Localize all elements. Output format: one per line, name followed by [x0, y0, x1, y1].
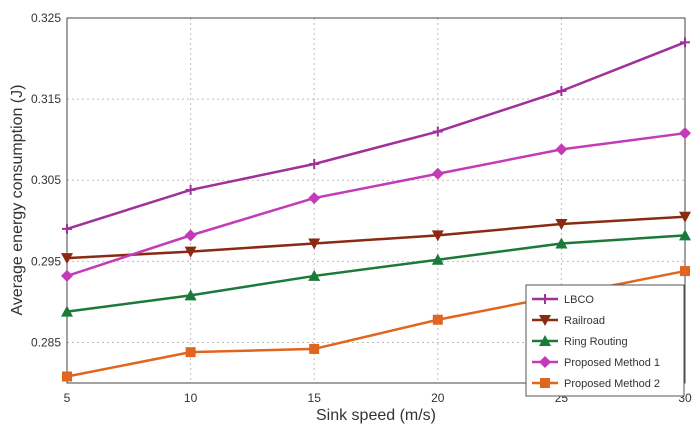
data-point-proposed-method-2 — [185, 347, 196, 358]
data-point-proposed-method-2 — [62, 371, 72, 382]
data-point-lbco — [432, 126, 443, 137]
x-tick-label: 10 — [184, 391, 198, 405]
data-point-proposed-method-1 — [555, 143, 568, 156]
legend-label-ring-routing: Ring Routing — [564, 336, 628, 348]
data-point-proposed-method-1 — [679, 127, 691, 140]
series-lbco — [62, 37, 690, 234]
data-point-proposed-method-2 — [432, 314, 443, 325]
y-tick-label: 0.305 — [31, 173, 61, 187]
data-point-lbco — [309, 159, 320, 169]
data-point-ring-routing — [61, 305, 73, 317]
y-axis-ticks: 0.285 0.295 0.305 0.315 0.325 — [31, 11, 61, 349]
y-tick-label: 0.325 — [31, 11, 61, 25]
x-axis-label: Sink speed (m/s) — [316, 407, 436, 424]
data-point-proposed-method-1 — [61, 269, 73, 282]
data-point-ring-routing — [184, 289, 197, 301]
data-point-proposed-method-2 — [680, 266, 690, 277]
legend-label-proposed-method-2: Proposed Method 2 — [564, 378, 660, 390]
data-point-railroad — [555, 219, 568, 231]
legend-marker-ring-routing — [539, 335, 551, 346]
series-line-railroad — [66, 215, 686, 260]
data-point-ring-routing — [555, 237, 568, 249]
data-point-proposed-method-1 — [431, 167, 444, 180]
y-tick-label: 0.315 — [31, 92, 61, 106]
x-tick-label: 5 — [64, 391, 71, 405]
data-point-proposed-method-1 — [184, 229, 197, 242]
legend-label-proposed-method-1: Proposed Method 1 — [564, 357, 660, 369]
y-axis-label: Average energy consumption (J) — [9, 85, 26, 316]
legend-label-lbco: LBCO — [564, 294, 594, 306]
legend-marker-lbco — [540, 294, 550, 304]
data-point-lbco — [62, 223, 72, 234]
legend: LBCO Railroad Ring Routing Proposed Method … — [525, 284, 685, 397]
series-railroad — [61, 211, 691, 265]
data-point-railroad — [61, 253, 73, 265]
x-tick-label: 15 — [308, 391, 322, 405]
y-tick-label: 0.295 — [31, 254, 61, 268]
plot-frame — [66, 17, 686, 384]
series-ring-routing — [61, 229, 691, 317]
data-point-railroad — [184, 246, 197, 258]
data-point-ring-routing — [431, 253, 444, 265]
y-tick-label: 0.285 — [31, 335, 61, 349]
data-point-ring-routing — [308, 269, 321, 281]
data-point-lbco — [556, 86, 567, 96]
data-point-proposed-method-1 — [308, 192, 321, 205]
legend-marker-proposed-method-1 — [539, 356, 551, 368]
series-line-proposed-method-1 — [66, 131, 686, 278]
data-point-railroad — [431, 230, 444, 242]
legend-marker-railroad — [539, 315, 551, 326]
data-point-lbco — [185, 184, 196, 195]
data-point-proposed-method-2 — [309, 343, 320, 354]
data-point-ring-routing — [679, 229, 691, 241]
series-proposed-method-1 — [61, 127, 691, 282]
series-line-lbco — [66, 41, 686, 231]
legend-label-railroad: Railroad — [564, 315, 605, 327]
series-line-ring-routing — [66, 234, 686, 313]
x-tick-label: 20 — [431, 391, 445, 405]
legend-marker-proposed-method-2 — [540, 378, 550, 388]
data-point-railroad — [308, 238, 321, 250]
data-point-railroad — [679, 211, 691, 223]
data-point-lbco — [680, 37, 690, 48]
